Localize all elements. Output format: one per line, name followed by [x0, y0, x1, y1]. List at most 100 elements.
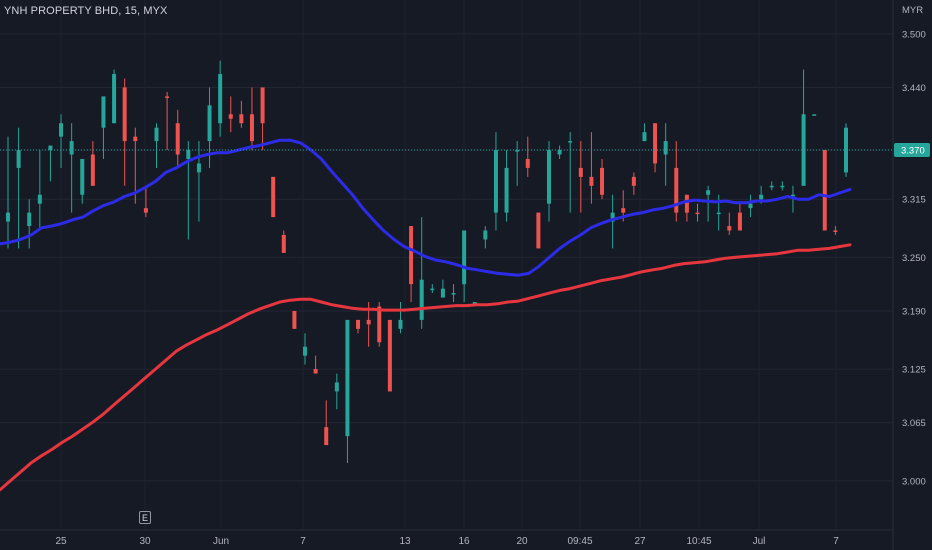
candle-body: [483, 230, 488, 240]
candle-body: [589, 176, 594, 186]
y-tick-label: 3.190: [902, 306, 926, 317]
candle-body: [154, 127, 159, 142]
candle-body: [504, 167, 509, 213]
candle-body: [748, 203, 753, 209]
candle-body: [801, 114, 806, 186]
x-tick-label: 25: [55, 536, 67, 547]
candle-body: [557, 150, 562, 155]
candle-body: [631, 176, 636, 186]
candle-body: [313, 369, 318, 374]
y-tick-label: 3.440: [902, 83, 926, 94]
candle-body: [356, 319, 361, 329]
candle-body: [90, 154, 95, 186]
slow-moving-average-line: [0, 243, 852, 492]
candle-body: [790, 194, 795, 197]
y-tick-label: 3.250: [902, 253, 926, 264]
x-tick-label: 10:45: [686, 536, 711, 547]
candle-body: [409, 226, 414, 285]
x-tick-label: 20: [516, 536, 528, 547]
x-tick-label: 30: [139, 536, 151, 547]
x-tick-label: 7: [300, 536, 306, 547]
candle-body: [706, 190, 711, 195]
candle-body: [239, 114, 244, 124]
candle-body: [578, 167, 583, 177]
candle-body: [684, 194, 689, 213]
candle-body: [515, 150, 520, 152]
candle-body: [345, 319, 350, 437]
candle-body: [48, 145, 53, 151]
x-tick-label: 7: [833, 536, 839, 547]
candle-body: [610, 212, 615, 222]
candle-body: [674, 167, 679, 213]
candle-body: [451, 293, 456, 295]
candle-body: [727, 226, 732, 231]
x-tick-label: 13: [399, 536, 411, 547]
candle-body: [133, 136, 138, 142]
candle-body: [462, 230, 467, 285]
candle-body: [536, 212, 541, 249]
candle-body: [271, 176, 276, 218]
currency-label: MYR: [902, 5, 924, 16]
candle-body: [143, 208, 148, 213]
candle-body: [59, 123, 64, 137]
candle-body: [80, 158, 85, 195]
candle-body: [303, 346, 308, 356]
candle-body: [759, 194, 764, 200]
candle-body: [218, 74, 223, 124]
candle-body: [281, 234, 286, 253]
candle-body: [334, 382, 339, 392]
candle-body: [175, 123, 180, 155]
candle-body: [419, 279, 424, 320]
candle-body: [472, 302, 477, 304]
candle-body: [122, 87, 127, 142]
candle-body: [642, 132, 647, 142]
x-tick-label: 27: [634, 536, 646, 547]
candle-body: [600, 167, 605, 195]
y-tick-label: 3.315: [902, 195, 926, 206]
candle-body: [101, 96, 106, 128]
candle-body: [716, 212, 721, 215]
candle-body: [833, 230, 838, 233]
candle-body: [663, 141, 668, 155]
candle-body: [621, 208, 626, 213]
candle-body: [196, 163, 201, 173]
x-tick-label: 09:45: [567, 536, 592, 547]
candle-body: [695, 212, 700, 215]
candle-body: [493, 150, 498, 213]
candle-body: [69, 141, 74, 155]
candle-body: [16, 150, 21, 168]
y-tick-label: 3.065: [902, 418, 926, 429]
candle-body: [525, 158, 530, 168]
candle-body: [112, 74, 117, 124]
candle-body: [249, 114, 254, 142]
candle-body: [769, 185, 774, 188]
candle-body: [186, 150, 191, 159]
candle-body: [822, 150, 827, 231]
candle-body: [377, 306, 382, 343]
candle-body: [6, 212, 10, 222]
candle-body: [812, 114, 817, 116]
candle-body: [653, 123, 658, 164]
x-tick-label: 16: [458, 536, 470, 547]
current-price-badge: [894, 143, 930, 158]
candle-body: [207, 105, 212, 142]
candle-body: [737, 212, 742, 231]
current-price-badge-label: 3.370: [901, 146, 925, 157]
fast-moving-average-line: [0, 138, 852, 277]
candle-body: [568, 141, 573, 143]
y-tick-label: 3.000: [902, 476, 926, 487]
x-tick-label: Jun: [213, 536, 229, 547]
symbol-title: YNH PROPERTY BHD, 15, MYX: [4, 5, 168, 17]
candle-body: [398, 319, 403, 329]
candle-body: [780, 185, 785, 188]
events-badge-icon[interactable]: E: [139, 511, 151, 524]
candle-body: [324, 427, 329, 446]
y-tick-label: 3.500: [902, 29, 926, 40]
candle-body: [440, 288, 445, 298]
candle-body: [430, 288, 435, 291]
candle-body: [37, 194, 42, 204]
candle-body: [366, 319, 371, 325]
candle-body: [546, 150, 551, 204]
x-tick-label: Jul: [753, 536, 766, 547]
